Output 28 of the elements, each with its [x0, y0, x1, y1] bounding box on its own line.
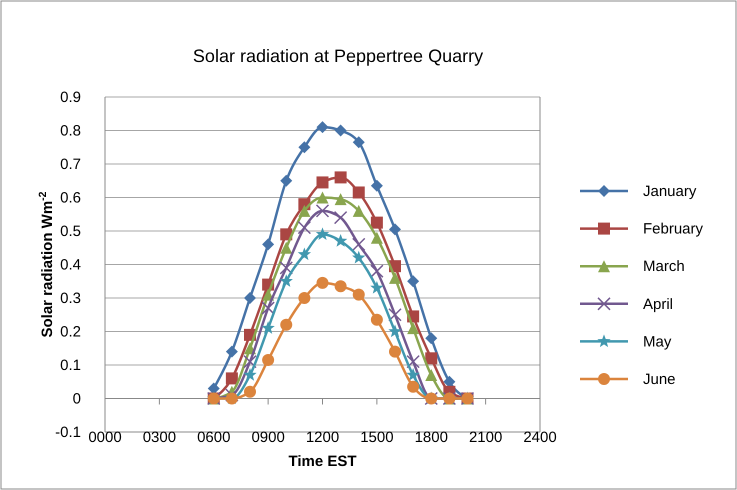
x-axis-title: Time EST: [288, 453, 357, 470]
y-tick-label: 0.2: [60, 324, 81, 340]
y-tick-label: 0.3: [60, 290, 81, 307]
legend-label: March: [643, 258, 685, 276]
y-tick-label: 0.8: [60, 122, 81, 140]
x-tick-label: 1800: [414, 429, 448, 446]
y-tick-label: 0.9: [60, 89, 81, 106]
x-tick-label: 2400: [523, 429, 557, 446]
y-tick-label: 0.5: [60, 223, 81, 240]
x-tick-label: 0000: [88, 429, 122, 446]
y-tick-label: 0.1: [60, 357, 81, 374]
x-tick-label: 0900: [251, 429, 285, 446]
y-tick-label: 0: [72, 390, 81, 408]
legend-label: June: [643, 371, 676, 388]
x-tick-label: 0300: [142, 429, 176, 446]
x-tick-label: 1500: [360, 429, 394, 446]
y-tick-label: 0.6: [60, 190, 81, 206]
legend-label: February: [643, 220, 704, 238]
y-tick-label: 0.4: [60, 256, 81, 274]
chart-title: Solar radiation at Peppertree Quarry: [192, 46, 484, 66]
legend-label: April: [643, 296, 674, 313]
legend-label: January: [643, 183, 697, 200]
y-tick-label: -0.1: [55, 424, 81, 441]
y-tick-label: 0.7: [60, 156, 81, 173]
x-tick-label: 2100: [468, 429, 502, 446]
x-tick-label: 0600: [197, 429, 230, 446]
x-tick-label: 1200: [306, 429, 340, 446]
legend-label: May: [643, 333, 672, 350]
